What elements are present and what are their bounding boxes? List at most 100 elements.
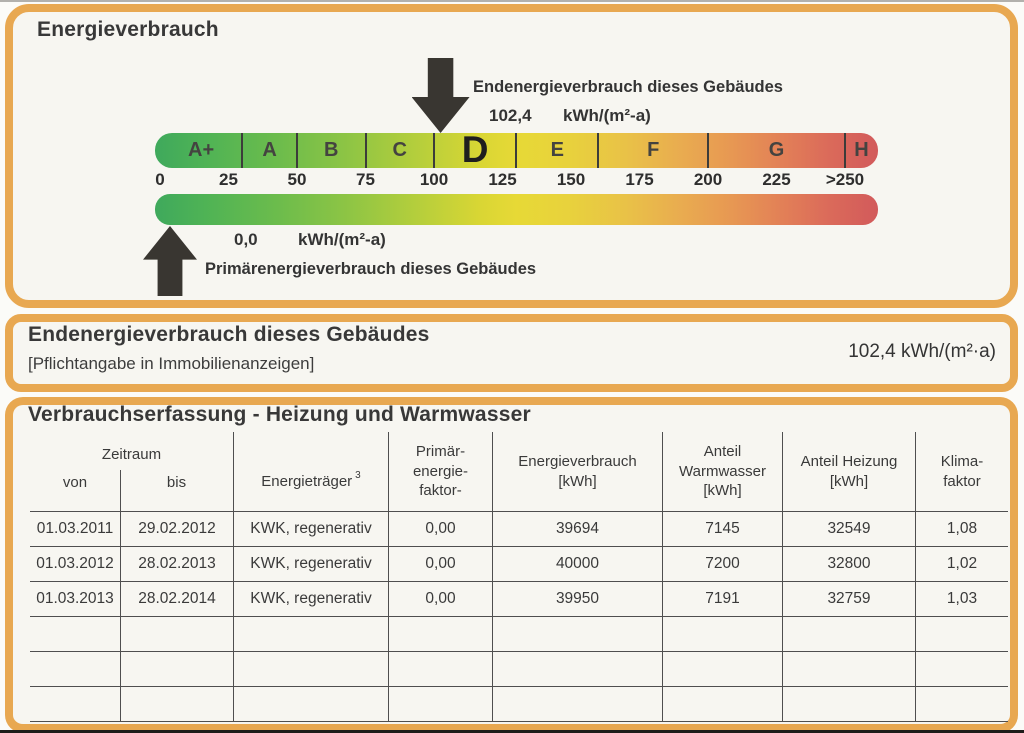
table-cell: 40000 bbox=[492, 547, 662, 582]
table-cell: 0,00 bbox=[388, 582, 492, 617]
primary-energy-unit: kWh/(m²-a) bbox=[298, 230, 386, 249]
header-energietraeger: Energieträger 3 bbox=[233, 432, 388, 512]
header-energieverbrauch: Energieverbrauch [kWh] bbox=[492, 432, 662, 512]
table-cell: 0,00 bbox=[388, 512, 492, 547]
scale-tick-75: 75 bbox=[356, 170, 375, 189]
table-cell: 28.02.2013 bbox=[120, 547, 233, 582]
table-cell bbox=[915, 652, 1008, 687]
table-cell: 01.03.2011 bbox=[30, 512, 120, 547]
table-cell bbox=[233, 617, 388, 652]
scale-tick-175: 175 bbox=[625, 170, 654, 189]
class-boundary-divider bbox=[241, 133, 244, 168]
scale-tick-225: 225 bbox=[762, 170, 791, 189]
panel-title-endenergieverbrauch: Endenergieverbrauch dieses Gebäudes bbox=[28, 323, 430, 346]
scale-tick-50: 50 bbox=[287, 170, 307, 189]
table-cell: 1,03 bbox=[915, 582, 1008, 617]
table-cell: 0,00 bbox=[388, 547, 492, 582]
table-cell bbox=[782, 652, 915, 687]
table-cell bbox=[233, 687, 388, 722]
end-energy-value: 102,4 bbox=[489, 106, 532, 125]
end-energy-summary-panel bbox=[5, 314, 1018, 392]
table-cell bbox=[915, 617, 1008, 652]
energy-class-H: H bbox=[854, 139, 869, 161]
von-bis-divider bbox=[120, 470, 121, 511]
table-cell bbox=[492, 617, 662, 652]
scan-top-edge bbox=[0, 0, 1024, 2]
table-cell: 39950 bbox=[492, 582, 662, 617]
energy-class-E: E bbox=[550, 139, 564, 161]
primary-energy-label: Primärenergieverbrauch dieses Gebäudes bbox=[205, 260, 537, 278]
table-cell: KWK, regenerativ bbox=[233, 547, 388, 582]
table-cell: 1,02 bbox=[915, 547, 1008, 582]
table-cell: 1,08 bbox=[915, 512, 1008, 547]
panel-title-verbrauchserfassung: Verbrauchserfassung - Heizung und Warmwa… bbox=[28, 403, 531, 426]
scale-tick-150: 150 bbox=[556, 170, 586, 189]
energy-class-A+: A+ bbox=[188, 139, 215, 161]
table-cell bbox=[120, 652, 233, 687]
scale-tick-100: 100 bbox=[419, 170, 449, 189]
scale-tick-25: 25 bbox=[219, 170, 238, 189]
table-cell bbox=[662, 617, 782, 652]
energy-class-D: D bbox=[461, 129, 489, 170]
mandatory-note: [Pflichtangabe in Immobilienanzeigen] bbox=[28, 354, 315, 373]
header-zeitraum-group: Zeitraum von bis bbox=[30, 432, 233, 512]
table-cell bbox=[492, 687, 662, 722]
consumption-table-panel bbox=[5, 397, 1018, 733]
consumption-table: Zeitraum von bis Energieträger 3 Primär- … bbox=[30, 432, 1008, 722]
header-energietraeger-footnote: 3 bbox=[355, 470, 361, 481]
end-energy-summary-value: 102,4 kWh/(m²·a) bbox=[848, 341, 996, 362]
header-anteil-heizung: Anteil Heizung [kWh] bbox=[782, 432, 915, 512]
scale-tick-200: 200 bbox=[693, 170, 723, 189]
scale-tick-125: 125 bbox=[488, 170, 517, 189]
class-boundary-divider bbox=[515, 133, 518, 168]
class-boundary-divider bbox=[296, 133, 298, 168]
table-cell bbox=[30, 617, 120, 652]
table-cell: 32800 bbox=[782, 547, 915, 582]
header-energietraeger-text: Energieträger bbox=[261, 473, 353, 490]
table-cell bbox=[915, 687, 1008, 722]
scan-bottom-edge bbox=[0, 730, 1024, 733]
energy-class-B: B bbox=[324, 139, 339, 161]
scale-tick->250: >250 bbox=[825, 170, 865, 189]
energy-class-scale-bar: A+ A B C D E F G H bbox=[155, 129, 878, 170]
table-cell: 7200 bbox=[662, 547, 782, 582]
table-cell: 01.03.2012 bbox=[30, 547, 120, 582]
energy-class-G: G bbox=[768, 139, 785, 161]
class-boundary-divider bbox=[844, 133, 846, 168]
header-von: von bbox=[62, 474, 88, 491]
class-boundary-divider bbox=[597, 133, 600, 168]
table-cell: 01.03.2013 bbox=[30, 582, 120, 617]
table-cell: 29.02.2012 bbox=[120, 512, 233, 547]
table-cell bbox=[233, 652, 388, 687]
header-klimafaktor: Klima- faktor bbox=[915, 432, 1008, 512]
table-cell: 32759 bbox=[782, 582, 915, 617]
header-zeitraum: Zeitraum bbox=[101, 446, 162, 463]
class-boundary-divider bbox=[433, 133, 435, 168]
end-energy-unit: kWh/(m²-a) bbox=[563, 106, 651, 125]
class-boundary-divider bbox=[707, 133, 709, 168]
energy-class-C: C bbox=[392, 139, 407, 161]
panel-title-energieverbrauch: Energieverbrauch bbox=[37, 18, 219, 41]
table-cell: 32549 bbox=[782, 512, 915, 547]
energy-class-F: F bbox=[647, 139, 660, 161]
end-energy-label: Endenergieverbrauch dieses Gebäudes bbox=[473, 78, 783, 96]
table-cell: 39694 bbox=[492, 512, 662, 547]
table-cell bbox=[388, 652, 492, 687]
table-cell: KWK, regenerativ bbox=[233, 512, 388, 547]
table-cell: 7191 bbox=[662, 582, 782, 617]
scale-tick-0: 0 bbox=[155, 170, 165, 189]
table-cell bbox=[388, 617, 492, 652]
table-cell bbox=[120, 687, 233, 722]
primary-energy-scale-bar bbox=[155, 194, 878, 225]
table-cell: KWK, regenerativ bbox=[233, 582, 388, 617]
table-cell bbox=[30, 687, 120, 722]
table-cell bbox=[782, 687, 915, 722]
table-cell: 28.02.2014 bbox=[120, 582, 233, 617]
table-cell bbox=[492, 652, 662, 687]
header-primaerenergiefaktor: Primär- energie- faktor- bbox=[388, 432, 492, 512]
table-cell bbox=[782, 617, 915, 652]
header-anteil-warmwasser: Anteil Warmwasser [kWh] bbox=[662, 432, 782, 512]
table-cell bbox=[120, 617, 233, 652]
primary-energy-value: 0,0 bbox=[234, 230, 258, 249]
